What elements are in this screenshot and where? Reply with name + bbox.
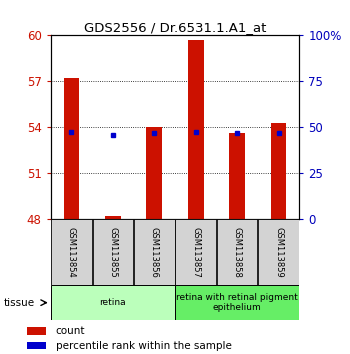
Bar <box>271 123 286 219</box>
Text: GSM113857: GSM113857 <box>191 227 200 278</box>
Text: GSM113854: GSM113854 <box>67 227 76 278</box>
Bar <box>27 342 46 349</box>
Bar <box>188 40 204 219</box>
Title: GDS2556 / Dr.6531.1.A1_at: GDS2556 / Dr.6531.1.A1_at <box>84 21 266 34</box>
Bar <box>27 327 46 335</box>
Text: retina: retina <box>99 298 126 307</box>
Bar <box>64 78 79 219</box>
Bar <box>146 127 162 219</box>
Text: GSM113855: GSM113855 <box>108 227 117 278</box>
Bar <box>217 219 257 285</box>
Text: percentile rank within the sample: percentile rank within the sample <box>56 341 232 350</box>
Bar <box>51 219 92 285</box>
Text: count: count <box>56 326 85 336</box>
Text: GSM113858: GSM113858 <box>233 227 241 278</box>
Text: retina with retinal pigment
epithelium: retina with retinal pigment epithelium <box>176 293 298 312</box>
Bar <box>175 219 216 285</box>
Text: tissue: tissue <box>4 298 35 308</box>
Bar <box>258 219 299 285</box>
Bar <box>175 285 299 320</box>
Text: GSM113859: GSM113859 <box>274 227 283 278</box>
Bar <box>134 219 175 285</box>
Text: GSM113856: GSM113856 <box>150 227 159 278</box>
Bar <box>229 133 245 219</box>
Bar <box>93 219 133 285</box>
Bar <box>105 216 121 219</box>
Bar <box>51 285 175 320</box>
